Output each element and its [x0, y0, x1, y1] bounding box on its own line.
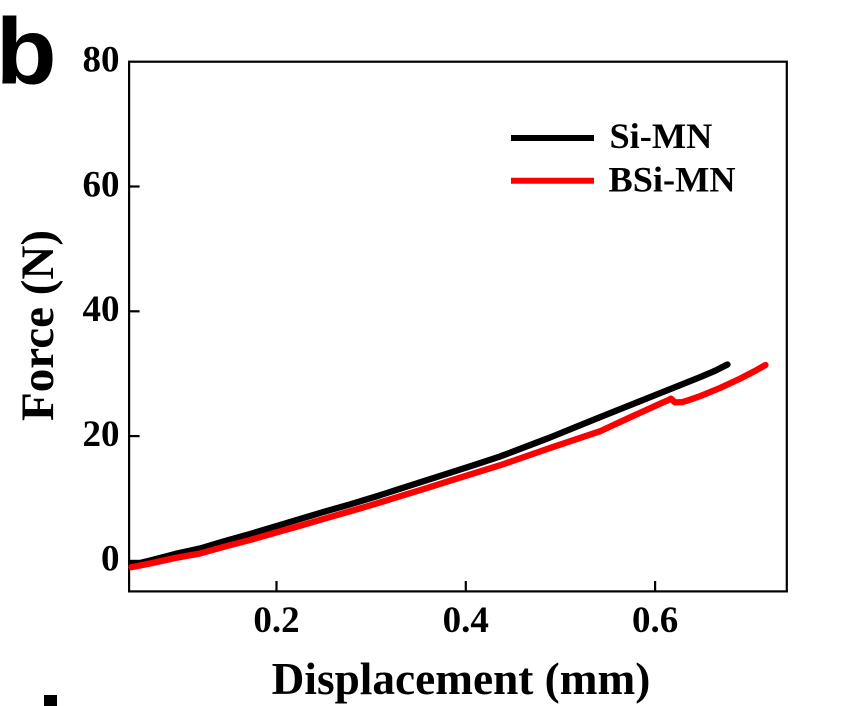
- svg-text:0.2: 0.2: [253, 600, 299, 641]
- svg-text:40: 40: [83, 289, 120, 330]
- svg-text:BSi-MN: BSi-MN: [609, 160, 736, 200]
- svg-text:Displacement (mm): Displacement (mm): [272, 654, 651, 704]
- svg-text:0.6: 0.6: [632, 600, 678, 641]
- svg-text:Si-MN: Si-MN: [610, 116, 713, 156]
- svg-text:0.4: 0.4: [443, 600, 489, 641]
- svg-text:0: 0: [101, 539, 120, 580]
- svg-text:60: 60: [83, 164, 120, 205]
- svg-text:20: 20: [83, 414, 120, 455]
- svg-text:Force (N): Force (N): [12, 230, 64, 421]
- svg-text:80: 80: [83, 40, 120, 81]
- svg-text:b: b: [0, 0, 57, 104]
